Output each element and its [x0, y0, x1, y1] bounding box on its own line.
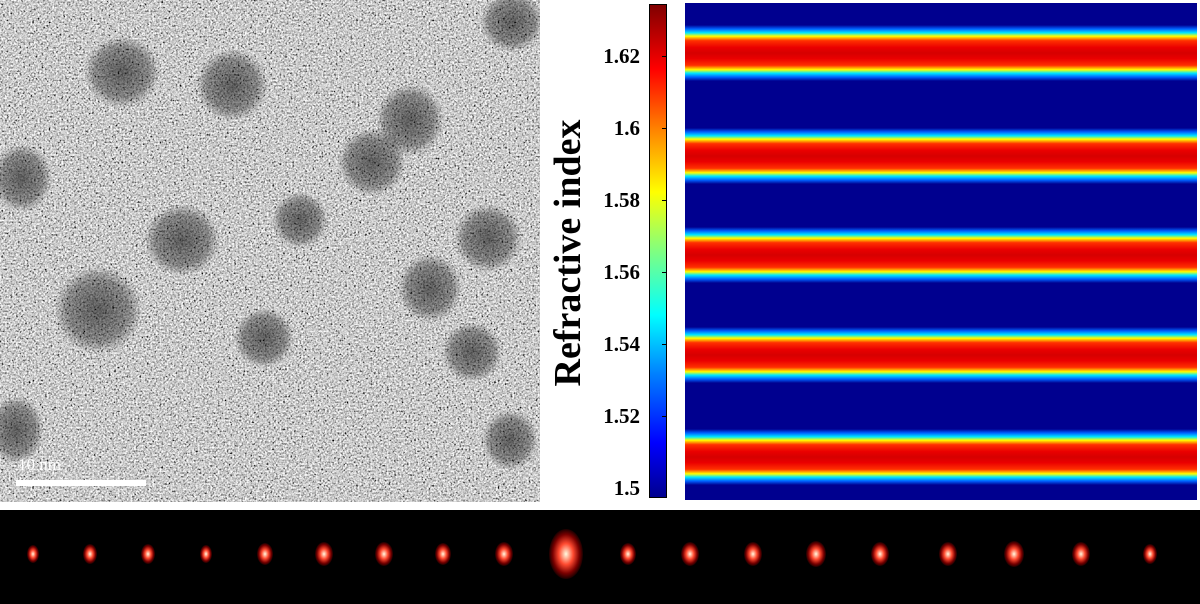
colorbar-tick-label: 1.52: [603, 404, 640, 428]
diffraction-spot: [939, 542, 957, 566]
colorbar-tick-label: 1.58: [603, 188, 640, 212]
diffraction-spot: [681, 542, 699, 566]
colorbar-tick-label: 1.56: [603, 260, 640, 284]
colorbar-tick-label: 1.54: [603, 332, 640, 356]
diffraction-spot: [200, 545, 212, 563]
colorbar-tick-mark: [662, 272, 667, 273]
nanoparticle: [196, 49, 268, 121]
diffraction-spot: [1004, 541, 1024, 567]
colorbar-tick-mark: [662, 200, 667, 201]
nanoparticle: [398, 254, 462, 322]
diffraction-spot: [495, 542, 513, 566]
diffraction-spot-central: [549, 529, 583, 579]
grating-band: [685, 327, 1197, 383]
grating-band: [685, 227, 1197, 283]
tem-texture: [0, 0, 540, 502]
colorbar-tick-label: 1.62: [603, 44, 640, 68]
nanoparticle: [442, 322, 502, 382]
scale-bar-label: 10 nm: [18, 455, 61, 474]
diffraction-spot: [27, 545, 39, 563]
diffraction-spot: [83, 544, 97, 564]
diffraction-spot: [141, 544, 155, 564]
diffraction-spot: [375, 542, 393, 566]
nanoparticle: [144, 204, 220, 276]
diffraction-spot: [435, 543, 451, 565]
grating-band: [685, 429, 1197, 485]
colorbar-tick-mark: [662, 128, 667, 129]
colorbar-tick-label: 1.6: [613, 116, 640, 140]
colorbar-tick-mark: [662, 344, 667, 345]
nanoparticle: [84, 36, 160, 108]
nanoparticle: [0, 396, 44, 464]
nanoparticle: [234, 308, 294, 368]
nanoparticle: [0, 144, 52, 212]
tem-micrograph: 10 nm: [0, 0, 540, 502]
diffraction-spot: [806, 541, 826, 567]
diffraction-spot: [1072, 542, 1090, 566]
colorbar-tick-mark: [662, 416, 667, 417]
nanoparticle: [338, 128, 406, 196]
diffraction-spot: [744, 542, 762, 566]
diffraction-spot: [1143, 544, 1157, 564]
nanoparticle: [482, 410, 538, 470]
nanoparticle: [480, 0, 540, 52]
diffraction-spot: [315, 542, 333, 566]
diffraction-spot: [871, 542, 889, 566]
scale-bar: [16, 480, 146, 486]
nanoparticle: [54, 266, 142, 354]
nanoparticles: [0, 0, 540, 470]
colorbar-tick-mark: [662, 56, 667, 57]
grating-band: [685, 128, 1197, 184]
grating-band: [685, 25, 1197, 81]
colorbar: [649, 4, 667, 498]
nanoparticle: [454, 204, 522, 272]
diffraction-pattern: [0, 510, 1200, 604]
colorbar-tick-label: 1.5: [613, 476, 640, 500]
refractive-index-map: [685, 3, 1197, 500]
nanoparticle: [272, 192, 328, 248]
diffraction-spot: [620, 543, 636, 565]
diffraction-spot: [257, 543, 273, 565]
